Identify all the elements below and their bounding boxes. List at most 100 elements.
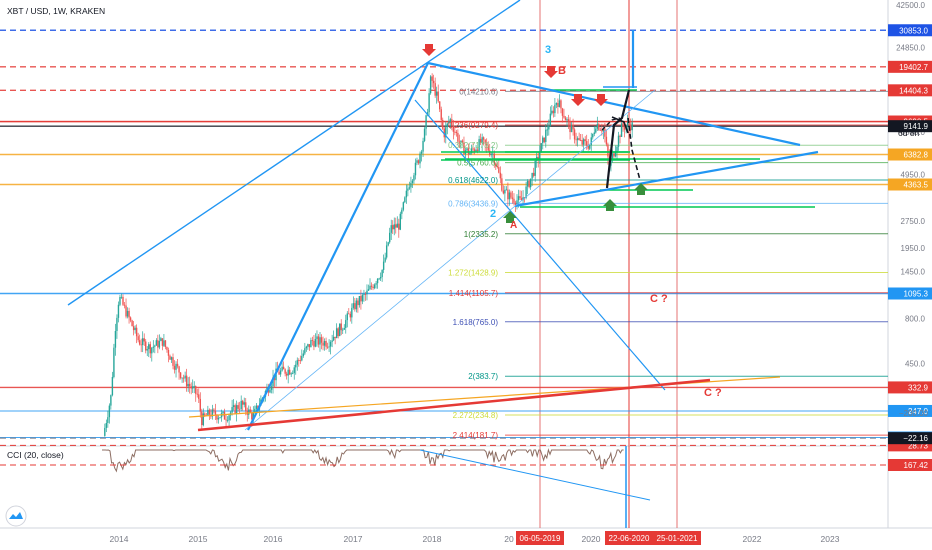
candle-body xyxy=(364,294,367,295)
candle-body xyxy=(457,133,459,142)
candle-body xyxy=(237,405,239,409)
date-label-box xyxy=(653,531,701,545)
price-label: 9141.9 xyxy=(904,122,929,131)
candle-body xyxy=(626,121,629,126)
candle-body xyxy=(225,419,227,421)
cci-pane xyxy=(0,446,888,528)
candle-body xyxy=(525,186,527,198)
candle-body xyxy=(211,409,214,417)
candle-body xyxy=(581,140,583,145)
candle-body xyxy=(389,232,391,243)
candle-body xyxy=(160,338,162,341)
candle-body xyxy=(166,346,168,350)
candle-body xyxy=(287,369,289,376)
candle-body xyxy=(278,371,280,375)
candle-body xyxy=(469,152,471,155)
candle-body xyxy=(352,303,355,308)
candle-body xyxy=(148,344,150,350)
candle-body xyxy=(185,375,188,387)
candle-body xyxy=(466,148,468,151)
candle-body xyxy=(434,83,436,96)
candle-body xyxy=(561,108,564,116)
candle-body xyxy=(128,310,130,318)
candle-body xyxy=(131,320,133,327)
candle-body xyxy=(372,286,374,289)
candle-body xyxy=(281,366,283,371)
candle-body xyxy=(231,407,233,413)
projection-path-dashed xyxy=(627,117,641,181)
candle-body xyxy=(146,349,148,351)
time-axis-tick: 2022 xyxy=(743,534,762,544)
candle-body xyxy=(151,347,153,354)
candle-body xyxy=(240,400,242,409)
candle-body xyxy=(599,129,602,131)
candle-body xyxy=(228,415,230,421)
candle-body xyxy=(254,408,256,414)
time-axis-tick: 2020 xyxy=(582,534,601,544)
candle-body xyxy=(555,102,558,105)
candle-body xyxy=(584,139,586,142)
price-label-box xyxy=(888,24,932,37)
price-label-box xyxy=(888,404,932,417)
candle-body xyxy=(478,139,480,151)
candle-body xyxy=(404,197,406,203)
projection-path xyxy=(605,89,631,189)
candle-body xyxy=(575,139,577,141)
candle-body xyxy=(557,102,559,107)
countdown-label: 6d 8h xyxy=(898,128,920,138)
date-label-box xyxy=(516,531,564,545)
candle-body xyxy=(566,119,568,121)
cci-axis-tick: −22.16 xyxy=(903,434,928,443)
candle-body xyxy=(360,295,362,302)
candle-body xyxy=(413,175,415,181)
price-axis-tick: 2750.0 xyxy=(901,217,926,226)
candle-body xyxy=(482,137,485,140)
candle-body xyxy=(272,377,274,387)
candle-body xyxy=(142,338,144,345)
candle-body xyxy=(419,153,421,164)
candle-body xyxy=(282,366,285,370)
candle-body xyxy=(523,197,526,198)
candle-body xyxy=(157,340,159,348)
candle-body xyxy=(510,192,512,198)
candle-body xyxy=(448,121,450,124)
candle-body xyxy=(363,294,365,296)
candle-body xyxy=(539,152,541,160)
price-axis-tick: 800.0 xyxy=(905,314,926,323)
tradingview-logo[interactable] xyxy=(5,505,27,527)
candle-body xyxy=(458,141,461,143)
candle-body xyxy=(138,340,141,345)
candle-body xyxy=(616,146,618,153)
candle-body xyxy=(446,123,448,128)
fib-level-label: 1.618(765.0) xyxy=(453,318,499,327)
candle-body xyxy=(143,338,145,342)
candle-body xyxy=(586,141,588,146)
candle-body xyxy=(323,341,326,346)
price-label-box xyxy=(888,60,932,73)
candle-body xyxy=(379,276,382,279)
fib-level-label: 0.786(3436.9) xyxy=(448,199,498,208)
candle-body xyxy=(111,377,114,396)
price-axis-tick: 42500.0 xyxy=(896,1,925,10)
candle-body xyxy=(270,386,273,390)
candle-body xyxy=(126,310,129,317)
fib-level-label: 0.382(7178.2) xyxy=(448,141,498,150)
candle-body xyxy=(490,153,492,156)
candle-body xyxy=(429,76,432,94)
candle-body xyxy=(269,389,271,393)
candle-body xyxy=(137,336,139,341)
candle-body xyxy=(114,330,117,348)
candle-body xyxy=(169,355,171,360)
cci-label-box xyxy=(888,459,932,471)
candle-body xyxy=(381,269,383,277)
price-label: 332.9 xyxy=(908,383,929,392)
candle-body xyxy=(331,340,333,342)
fib-level-label: 2.414(181.7) xyxy=(453,431,499,440)
candle-body xyxy=(435,91,438,96)
candles xyxy=(104,73,633,437)
price-axis-tick: 1950.0 xyxy=(901,244,926,253)
fib-level-label: 2(383.7) xyxy=(468,372,498,381)
candle-body xyxy=(417,160,420,164)
candle-body xyxy=(392,225,394,230)
